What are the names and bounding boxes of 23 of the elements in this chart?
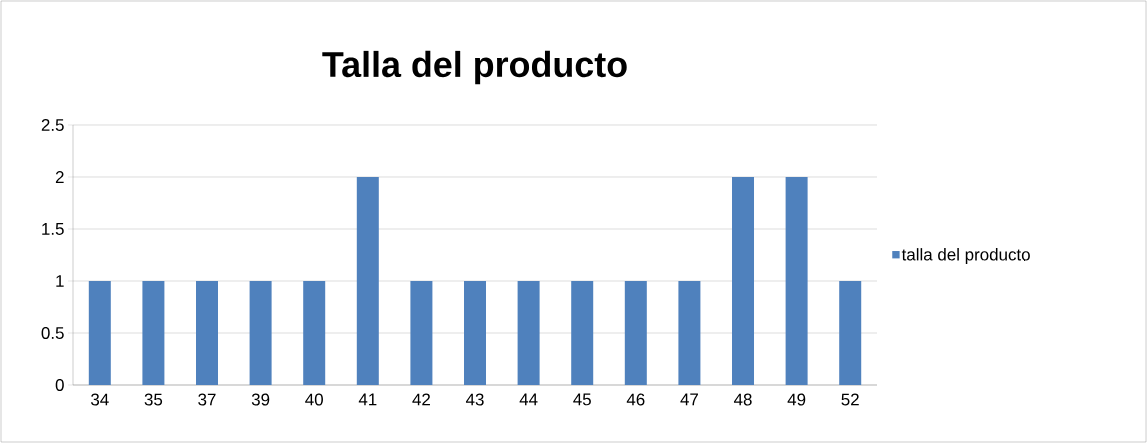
y-tick-label: 2	[55, 171, 64, 183]
x-tick-label: 43	[465, 393, 484, 406]
x-tick-label: 35	[144, 393, 163, 406]
x-tick-label: 46	[626, 393, 645, 406]
chart-title: Talla del producto	[322, 50, 627, 85]
y-tick-label: 2.5	[41, 119, 64, 131]
x-tick-label: 37	[198, 393, 216, 406]
y-tick-label: 1.5	[42, 223, 64, 235]
x-tick-label: 52	[841, 393, 859, 406]
y-tick-label: 0.5	[41, 327, 64, 339]
x-tick-label: 42	[412, 393, 430, 406]
legend-label: talla del producto	[901, 248, 1030, 264]
x-tick-label: 45	[573, 393, 591, 406]
x-tick-label: 44	[519, 393, 538, 406]
x-tick-label: 48	[733, 393, 752, 406]
x-tick-label: 41	[358, 393, 377, 406]
x-tick-label: 49	[787, 393, 806, 406]
y-tick-label: 0	[55, 379, 64, 391]
x-tick-label: 47	[680, 393, 698, 406]
x-tick-label: 40	[305, 393, 323, 406]
x-tick-label: 34	[91, 393, 109, 406]
y-tick-label: 1	[56, 275, 64, 287]
x-tick-label: 39	[251, 393, 270, 406]
